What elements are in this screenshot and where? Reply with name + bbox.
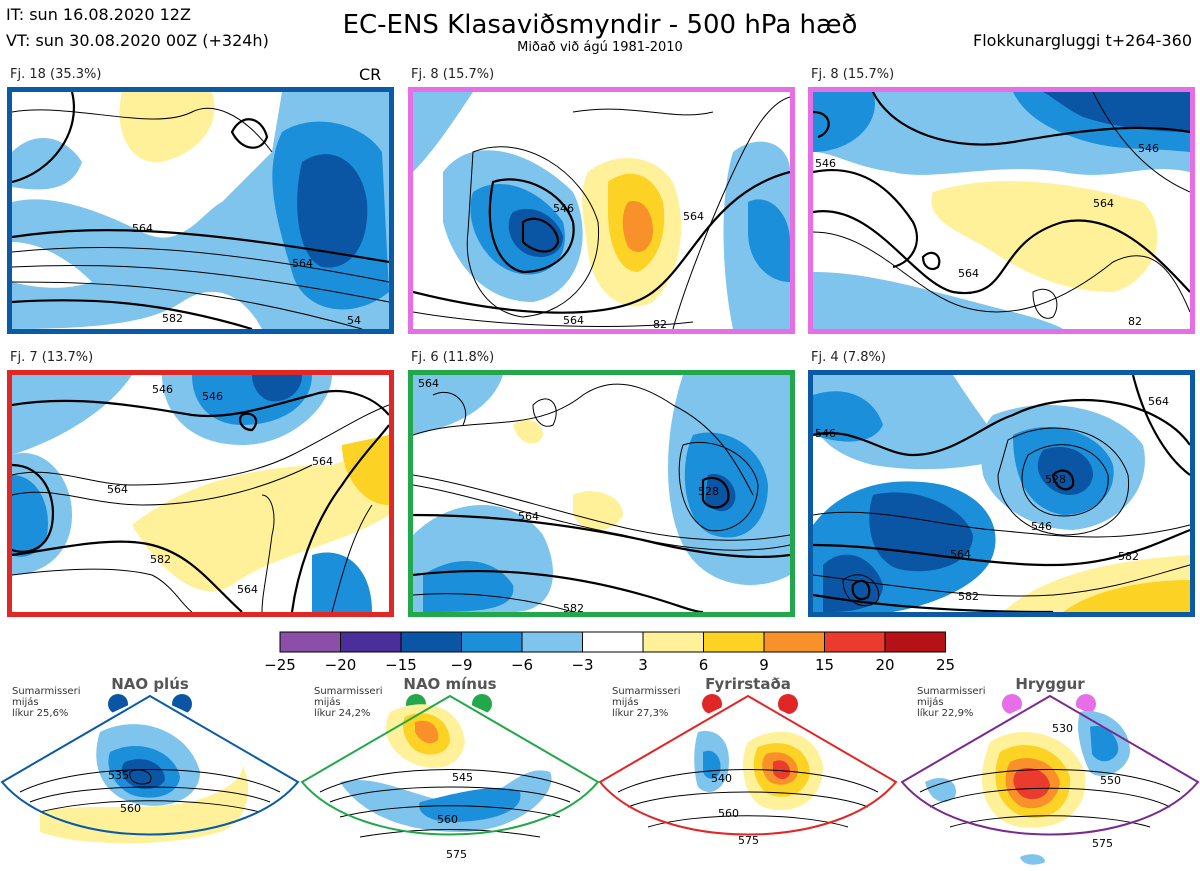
contour-label: 546 [815,427,836,440]
regime-title: Hryggur [1015,675,1085,693]
contour-label: 564 [958,267,979,280]
contour-label: 582 [958,590,979,603]
contour-label: 564 [237,583,258,596]
regime-map-nao-minus: 545 560 575 [300,694,600,861]
panel-label: Fj. 8 (15.7%) [811,67,895,82]
colorbar-swatch [461,631,523,653]
contour-label: 535 [108,769,129,782]
cluster-map-panel: 546 564 564 82 [408,87,795,334]
contour-label: 540 [711,772,732,785]
contour-label: 564 [292,257,313,270]
contour-label: 564 [1093,197,1114,210]
contour-label: 550 [1100,774,1121,787]
contour-label: 560 [120,802,141,815]
cluster-map-panel: 564 564 582 54 [7,87,394,334]
page-subtitle: Miðað við ágú 1981-2010 [517,40,683,55]
contour-label: 564 [683,210,704,223]
regime-note: Sumarmisseri mijás líkur 25,6% [12,686,81,719]
regime-title: NAO plús [111,675,189,693]
contour-label: 564 [418,377,439,390]
colorbar-swatch [521,631,583,653]
colorbar-swatch [703,631,765,653]
contour-label: 54 [347,314,361,327]
anomaly-map: 564 564 582 54 [12,92,389,329]
contour-label: 582 [150,553,171,566]
contour-label: 564 [312,455,333,468]
panel-label: Fj. 18 (35.3%) [10,67,102,82]
contour-label: 582 [563,602,584,612]
contour-label: 564 [132,222,153,235]
contour-label: 528 [698,485,719,498]
regime-marker [1002,694,1022,714]
cluster-map-panel: 564 564 582 528 [408,370,795,617]
contour-label: 546 [1031,520,1052,533]
cluster-map-panel: 546 546 564 564 82 [808,87,1195,334]
init-time: IT: sun 16.08.2020 12Z [6,5,191,24]
contour-label: 564 [107,483,128,496]
regime-map-blocking: 540 560 575 [598,694,898,847]
valid-time: VT: sun 30.08.2020 00Z (+324h) [6,31,269,50]
contour-label: 546 [815,157,836,170]
contour-label: 546 [202,390,223,403]
contour-label: 528 [1045,473,1066,486]
contour-label: 582 [1118,550,1139,563]
anomaly-map: 546 528 546 564 582 564 582 [813,375,1190,612]
regime-marker [702,694,722,714]
contour-label: 564 [518,510,539,523]
classification-window: Flokkunargluggi t+264-360 [973,31,1192,50]
colorbar-swatch [642,631,704,653]
colorbar-swatch [400,631,462,653]
contour-label: 546 [152,383,173,396]
regime-map-nao-plus: 535 560 [0,694,300,844]
colorbar-swatch [582,631,644,653]
regime-note: Sumarmisseri mijás líkur 27,3% [612,686,681,719]
colorbar-swatch [763,631,825,653]
panel-label: Fj. 6 (11.8%) [411,350,495,365]
colorbar-swatch [884,631,946,653]
anomaly-map: 546 546 564 564 582 564 [12,375,389,612]
page-title: EC-ENS Klasaviðsmyndir - 500 hPa hæð [342,10,858,40]
cluster-representative-tag: CR [359,65,382,84]
regime-marker [1076,694,1096,714]
colorbar-swatch [340,631,402,653]
contour-label: 82 [653,318,667,329]
contour-label: 546 [553,202,574,215]
contour-label: 560 [718,807,739,820]
panel-label: Fj. 7 (13.7%) [10,350,94,365]
anomaly-map: 564 564 582 528 [413,375,790,612]
contour-label: 582 [162,312,183,325]
panel-label: Fj. 4 (7.8%) [811,350,886,365]
anomaly-map: 546 564 564 82 [413,92,790,329]
regime-note: Sumarmisseri mijás líkur 24,2% [314,686,383,719]
contour-label: 82 [1128,315,1142,328]
regime-note: Sumarmisseri mijás líkur 22,9% [917,686,986,719]
colorbar-swatch [279,631,341,653]
contour-label: 564 [563,314,584,327]
cluster-map-panel: 546 546 564 564 582 564 [7,370,394,617]
contour-label: 575 [738,834,759,847]
contour-label: 546 [1138,142,1159,155]
cluster-map-panel: 546 528 546 564 582 564 582 [808,370,1195,617]
contour-label: 560 [437,813,458,826]
panel-label: Fj. 8 (15.7%) [411,67,495,82]
contour-label: 564 [950,548,971,561]
contour-label: 575 [1092,837,1113,850]
colorbar-swatch [824,631,886,653]
regime-marker [778,694,798,714]
regime-title: NAO mínus [403,675,497,693]
anomaly-map: 546 546 564 564 82 [813,92,1190,329]
contour-label: 575 [446,848,467,861]
contour-label: 545 [452,771,473,784]
regime-title: Fyrirstaða [705,675,791,693]
regime-map-ridge: 530 550 575 [900,694,1200,865]
contour-label: 530 [1052,722,1073,735]
contour-label: 564 [1148,395,1169,408]
